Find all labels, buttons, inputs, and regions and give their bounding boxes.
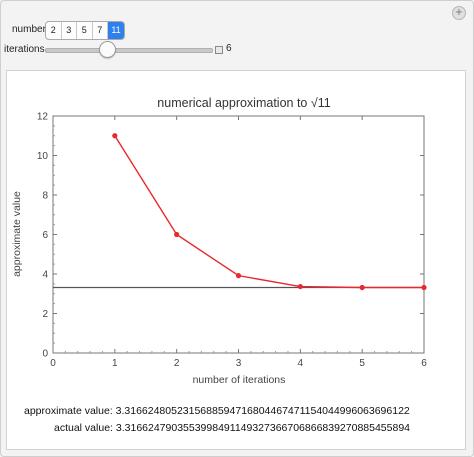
number-label: number bbox=[12, 24, 46, 35]
data-point bbox=[112, 133, 118, 139]
data-point bbox=[235, 273, 242, 279]
number-option-7[interactable]: 7 bbox=[93, 22, 108, 39]
x-tick-label: 3 bbox=[236, 358, 242, 369]
x-tick-label: 0 bbox=[50, 358, 56, 369]
approximate-value: 3.31662480523156885947168044674711540449… bbox=[115, 405, 410, 417]
iterations-value: 6 bbox=[226, 43, 232, 54]
chart-title-text: numerical approximation to bbox=[157, 96, 311, 110]
iterations-label: iterations bbox=[4, 44, 45, 55]
y-tick-label: 0 bbox=[42, 349, 48, 360]
expand-plus-icon[interactable]: + bbox=[452, 6, 466, 20]
chart-title-radical: √11 bbox=[311, 96, 331, 110]
y-tick-label: 6 bbox=[42, 230, 48, 241]
data-point bbox=[359, 284, 365, 291]
y-axis-label: approximate value bbox=[11, 191, 23, 277]
number-option-2[interactable]: 2 bbox=[46, 22, 62, 39]
x-tick-label: 5 bbox=[359, 358, 365, 369]
plot-frame bbox=[52, 115, 425, 354]
approximate-value-line: approximate value: 3.3166248052315688594… bbox=[24, 405, 410, 417]
y-tick-label: 4 bbox=[42, 270, 48, 281]
approximate-value-label: approximate value: bbox=[24, 405, 113, 417]
iterations-slider-track[interactable] bbox=[45, 48, 213, 53]
data-point bbox=[421, 284, 427, 291]
actual-value-line: actual value: 3.316624790355399849114932… bbox=[54, 422, 410, 434]
x-tick-label: 6 bbox=[421, 358, 427, 369]
y-tick-label: 10 bbox=[37, 151, 49, 162]
number-selector: 2 3 5 7 11 bbox=[45, 21, 125, 40]
number-option-5[interactable]: 5 bbox=[77, 22, 93, 39]
x-tick-label: 2 bbox=[174, 358, 180, 369]
slider-expand-icon[interactable] bbox=[215, 46, 223, 54]
iterations-slider-thumb[interactable] bbox=[99, 41, 117, 58]
number-option-3[interactable]: 3 bbox=[62, 22, 77, 39]
actual-value: 3.31662479035539984911493273667068668392… bbox=[115, 422, 411, 434]
y-tick-label: 12 bbox=[37, 112, 49, 123]
y-tick-label: 2 bbox=[42, 309, 48, 320]
chart-title: numerical approximation to √11 bbox=[157, 96, 330, 110]
number-option-11[interactable]: 11 bbox=[108, 22, 124, 39]
data-point bbox=[174, 231, 180, 238]
output-panel bbox=[6, 70, 466, 450]
actual-value-label: actual value: bbox=[54, 422, 113, 434]
x-tick-label: 4 bbox=[298, 358, 304, 369]
series-line bbox=[114, 135, 425, 289]
data-point bbox=[297, 283, 303, 290]
x-axis-label: number of iterations bbox=[193, 374, 286, 386]
x-tick-label: 1 bbox=[112, 358, 118, 369]
y-tick-label: 8 bbox=[42, 191, 48, 202]
